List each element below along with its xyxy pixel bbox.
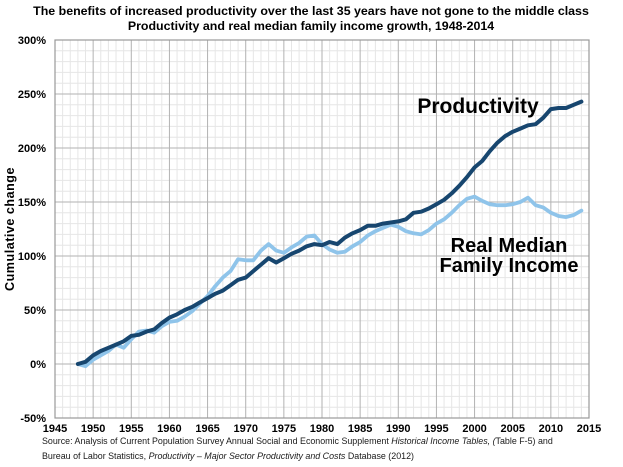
y-tick-label: 250%	[18, 89, 46, 101]
x-tick-label: 1960	[157, 423, 181, 435]
source-line: Bureau of Labor Statistics, Productivity…	[42, 449, 617, 464]
y-tick-label: 150%	[18, 197, 46, 209]
source-note: Source: Analysis of Current Population S…	[42, 434, 617, 463]
productivity-line	[75, 99, 584, 366]
median-income-annotation-line1: Real Median	[451, 235, 568, 257]
source-segment: Table F-5) and	[495, 436, 553, 446]
x-tick-label: 2010	[539, 423, 563, 435]
x-tick-label: 1970	[233, 423, 257, 435]
x-axis-tick-labels: 1945 1950 1955 1960 1965 1970 1975 1980 1985 1990…	[43, 423, 601, 435]
x-tick-label: 1975	[272, 423, 296, 435]
y-tick-label: 0%	[30, 359, 46, 371]
y-tick-label: 100%	[18, 251, 46, 263]
source-segment: Database (2012)	[347, 450, 414, 461]
x-tick-label: 1995	[424, 423, 448, 435]
x-tick-label: 1950	[81, 423, 105, 435]
productivity-annotation: Productivity	[417, 95, 539, 118]
x-tick-label: 1990	[386, 423, 410, 435]
source-segment-italic: Historical Income Tables, (	[391, 436, 496, 446]
y-tick-label: 300%	[18, 35, 46, 47]
plot-area-border	[54, 39, 590, 419]
median-income-line	[76, 194, 584, 369]
x-tick-label: 2000	[462, 423, 486, 435]
y-tick-label: -50%	[20, 413, 46, 425]
source-segment: Source: Analysis of Current Population S…	[42, 436, 392, 446]
x-tick-label: 1965	[195, 423, 219, 435]
median-income-annotation-line2: Family Income	[440, 255, 579, 277]
y-axis-title: Cumulative change	[3, 167, 17, 291]
x-tick-label: 1985	[348, 423, 372, 435]
source-segment: Bureau of Labor Statistics,	[42, 450, 149, 461]
x-tick-label: 1980	[310, 423, 334, 435]
chart-subtitle: Productivity and real median family inco…	[128, 19, 494, 33]
x-tick-label: 2005	[500, 423, 524, 435]
x-tick-label: 1945	[43, 423, 67, 435]
y-tick-label: 50%	[24, 305, 46, 317]
x-tick-label: 1955	[119, 423, 143, 435]
y-axis-tick-labels: 300% 250% 200% 150% 100% 50% 0% -50%	[18, 35, 46, 425]
chart-title: The benefits of increased productivity o…	[33, 4, 589, 18]
source-line: Source: Analysis of Current Population S…	[42, 434, 617, 449]
source-segment-italic: Productivity – Major Sector Productivity…	[148, 450, 348, 461]
y-tick-label: 200%	[18, 143, 46, 155]
x-tick-label: 2015	[577, 423, 601, 435]
